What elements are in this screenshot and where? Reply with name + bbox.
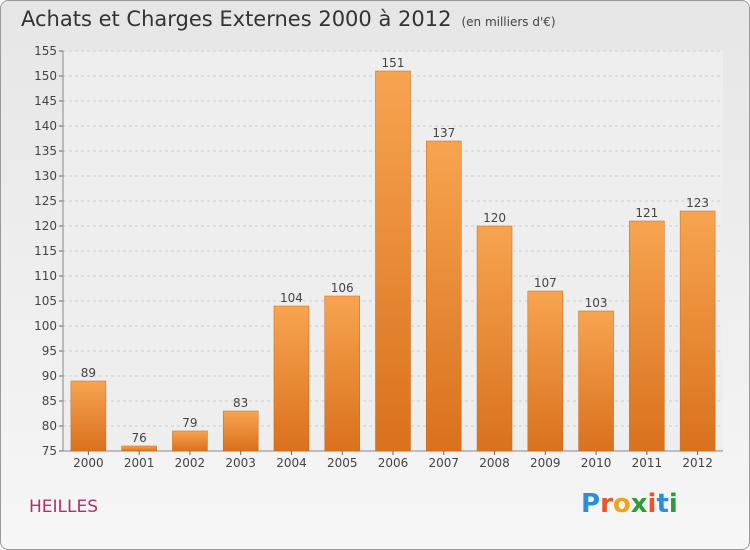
y-tick-label: 150 [34,69,57,83]
bar-value-label: 137 [432,126,455,140]
y-tick-label: 80 [42,419,57,433]
logo-letter: i [647,489,657,519]
chart-title: Achats et Charges Externes 2000 à 2012 (e… [21,7,556,31]
bar [679,210,716,452]
y-tick-label: 115 [34,244,57,258]
x-tick-label: 2006 [378,456,409,470]
bar [324,295,360,452]
logo-letter: o [612,489,631,519]
y-tick-label: 140 [34,119,57,133]
x-tick-label: 2007 [428,456,459,470]
y-tick-label: 135 [34,144,57,158]
bar [578,310,614,452]
bar-value-label: 103 [585,296,608,310]
bar-value-label: 107 [534,276,557,290]
bar-value-label: 121 [635,206,658,220]
bar [70,380,107,452]
logo-letter: t [656,489,669,519]
bar [476,225,513,452]
x-tick-label: 2008 [479,456,510,470]
y-tick-label: 120 [34,219,57,233]
proxiti-logo: Proxiti [581,489,678,519]
bar [222,410,259,452]
bar-value-label: 76 [132,431,147,445]
bar-value-label: 106 [331,281,354,295]
x-tick-label: 2001 [124,456,155,470]
logo-letter: x [630,489,648,519]
x-tick-label: 2009 [530,456,561,470]
x-tick-label: 2005 [327,456,358,470]
y-tick-label: 100 [34,319,57,333]
logo-letter: r [600,489,613,519]
bar [273,305,310,452]
y-tick-label: 110 [34,269,57,283]
bar [121,445,157,452]
x-tick-label: 2003 [225,456,256,470]
bar [527,290,564,452]
x-tick-label: 2012 [682,456,713,470]
y-tick-label: 130 [34,169,57,183]
x-tick-label: 2011 [632,456,663,470]
bar-value-label: 104 [280,291,303,305]
y-tick-label: 95 [42,344,57,358]
y-tick-label: 85 [42,394,57,408]
chart-subtitle: (en milliers d'€) [461,15,556,29]
bar-value-label: 79 [182,416,197,430]
y-tick-label: 155 [34,44,57,58]
bar-value-label: 151 [382,56,405,70]
bar [172,430,208,452]
bar [375,70,411,452]
bar-value-label: 123 [686,196,709,210]
bar-value-label: 89 [81,366,96,380]
y-tick-label: 105 [34,294,57,308]
x-tick-label: 2010 [581,456,612,470]
y-tick-label: 125 [34,194,57,208]
x-tick-label: 2004 [276,456,307,470]
labels: 75 80 85 90 95 100 105 110 115 120 125 130 135 140 145… [34,44,713,470]
chart-title-text: Achats et Charges Externes 2000 à 2012 [21,7,452,31]
logo-letter: P [581,489,601,519]
x-tick-label: 2000 [73,456,104,470]
x-tick-label: 2002 [175,456,206,470]
y-tick-label: 145 [34,94,57,108]
bar [426,140,462,452]
bars [70,70,716,452]
logo-letter: i [668,489,678,519]
y-tick-label: 90 [42,369,57,383]
commune-name: HEILLES [29,497,99,517]
bar [629,220,665,452]
y-tick-label: 75 [42,444,57,458]
bar-value-label: 83 [233,396,248,410]
bar-value-label: 120 [483,211,506,225]
